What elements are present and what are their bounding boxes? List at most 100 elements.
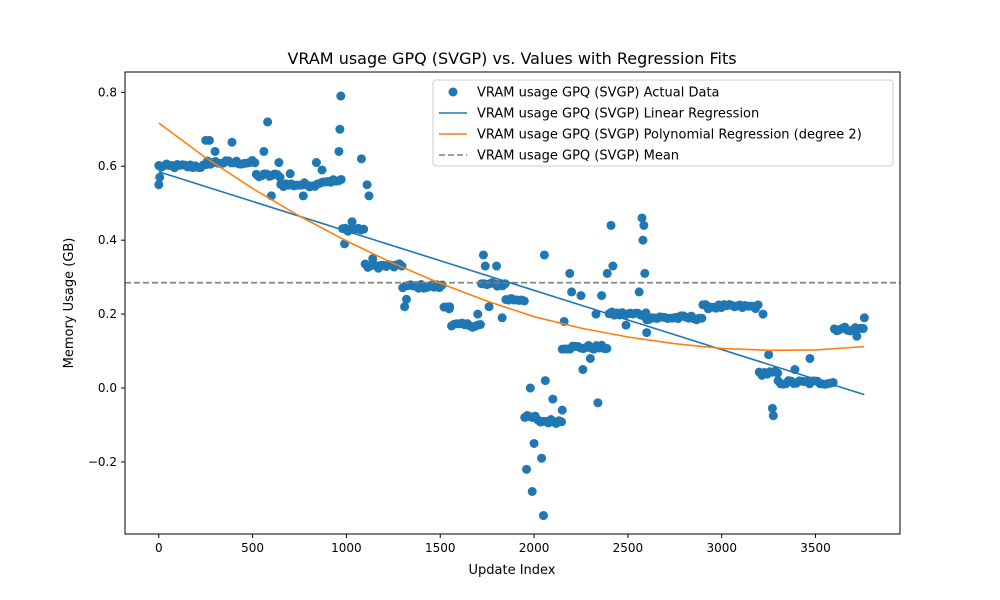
linear-regression-line — [158, 171, 865, 396]
data-point — [768, 411, 778, 421]
legend-marker-actual — [448, 87, 458, 97]
x-tick-label: 2000 — [519, 541, 550, 555]
data-point — [285, 169, 295, 179]
data-point — [859, 313, 869, 323]
data-point — [758, 309, 768, 319]
data-point — [445, 302, 455, 312]
data-point — [576, 291, 586, 301]
data-point — [473, 309, 483, 319]
x-tick-label: 1500 — [425, 541, 456, 555]
data-point — [640, 268, 650, 278]
data-point — [602, 343, 612, 353]
data-point — [492, 261, 502, 271]
data-point — [155, 172, 165, 182]
data-point — [538, 511, 548, 521]
y-tick-label: −0.2 — [88, 455, 117, 469]
data-point — [593, 398, 603, 408]
x-tick-label: 0 — [155, 541, 163, 555]
data-point — [637, 213, 647, 223]
data-point — [311, 158, 321, 168]
data-point — [356, 154, 366, 164]
data-point — [364, 191, 374, 201]
data-point — [557, 405, 567, 415]
legend: VRAM usage GPQ (SVGP) Actual Data VRAM us… — [432, 79, 894, 167]
legend-label: VRAM usage GPQ (SVGP) Linear Regression — [477, 107, 759, 122]
data-point — [335, 124, 345, 134]
y-axis-label: Memory Usage (GB) — [62, 238, 77, 369]
data-point — [858, 324, 868, 334]
data-point — [259, 146, 269, 156]
x-tick-label: 500 — [241, 541, 264, 555]
data-point — [401, 294, 411, 304]
x-axis-label: Update Index — [468, 563, 555, 578]
data-point — [336, 91, 346, 101]
y-tick-label: 0.4 — [98, 233, 117, 247]
data-point — [602, 268, 612, 278]
data-point — [154, 180, 164, 190]
data-point — [522, 464, 532, 474]
data-point — [336, 174, 346, 184]
data-point — [478, 250, 488, 260]
x-tick-label: 2500 — [613, 541, 644, 555]
data-point — [621, 320, 631, 330]
data-point — [578, 365, 588, 375]
data-point — [697, 313, 707, 323]
data-point — [227, 137, 237, 147]
y-tick-label: 0.0 — [98, 381, 117, 395]
data-point — [210, 146, 220, 156]
plot-frame — [124, 71, 901, 535]
scatter-series — [154, 91, 869, 521]
data-point — [642, 328, 652, 338]
data-point — [753, 300, 763, 310]
data-point — [275, 172, 285, 182]
data-point — [527, 486, 537, 496]
data-point — [475, 320, 485, 330]
data-point — [597, 291, 607, 301]
x-tick-label: 3000 — [706, 541, 737, 555]
data-point — [638, 235, 648, 245]
chart-title: VRAM usage GPQ (SVGP) vs. Values with Re… — [287, 49, 736, 68]
data-point — [606, 220, 616, 230]
y-tick-label: 0.6 — [98, 159, 117, 173]
data-point — [484, 302, 494, 312]
data-point — [525, 383, 535, 393]
data-point — [480, 261, 490, 271]
data-point — [634, 287, 644, 297]
data-point — [317, 165, 327, 175]
y-axis: −0.2 0.0 0.2 0.4 0.6 0.8 — [88, 85, 125, 469]
data-point — [347, 217, 357, 227]
data-point — [400, 302, 410, 312]
data-point — [608, 261, 618, 271]
data-point — [539, 250, 549, 260]
x-axis: 0 500 1000 1500 2000 2500 3000 3500 — [155, 534, 831, 555]
data-point — [368, 254, 378, 264]
data-point — [567, 287, 577, 297]
y-tick-label: 0.2 — [98, 307, 117, 321]
data-point — [585, 353, 595, 363]
data-point — [565, 268, 575, 278]
data-point — [639, 220, 649, 230]
data-point — [263, 117, 273, 127]
data-point — [556, 417, 566, 427]
legend-box — [432, 79, 894, 167]
data-point — [497, 313, 507, 323]
data-point — [298, 191, 308, 201]
data-point — [529, 438, 539, 448]
data-point — [764, 350, 774, 360]
polynomial-regression-line — [158, 122, 865, 352]
data-point — [540, 376, 550, 386]
data-point — [359, 224, 369, 234]
data-point — [334, 146, 344, 156]
y-tick-label: 0.8 — [98, 85, 117, 99]
legend-label: VRAM usage GPQ (SVGP) Actual Data — [477, 86, 720, 101]
data-point — [591, 309, 601, 319]
data-point — [537, 453, 547, 463]
data-point — [773, 368, 783, 378]
legend-label: VRAM usage GPQ (SVGP) Polynomial Regress… — [477, 128, 862, 143]
data-point — [274, 158, 284, 168]
data-point — [805, 353, 815, 363]
data-point — [548, 394, 558, 404]
data-point — [204, 135, 214, 145]
x-tick-label: 1000 — [331, 541, 362, 555]
data-point — [767, 403, 777, 413]
